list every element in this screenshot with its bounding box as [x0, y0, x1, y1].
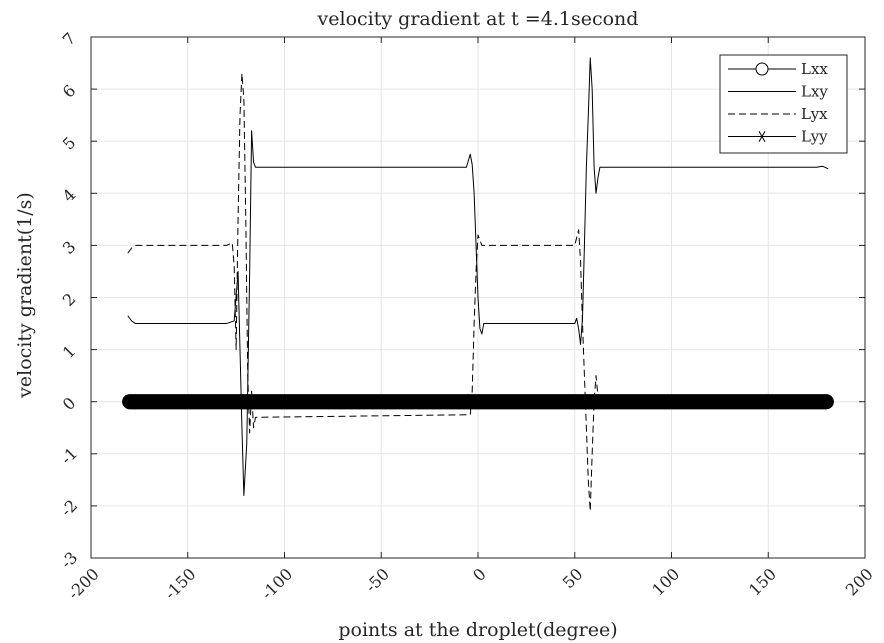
x-tick-label: -150 — [161, 564, 200, 603]
x-tick-label: -50 — [361, 564, 393, 596]
y-tick-label: 1 — [59, 341, 80, 362]
legend-marker-star — [756, 131, 768, 142]
legend-box — [719, 54, 848, 154]
legend-label-lxx: Lxx — [801, 60, 828, 78]
legend-label-lyy: Lyy — [801, 128, 828, 146]
legend: Lxx Lxy Lyx Lyy — [719, 54, 848, 154]
legend-label-lxy: Lxy — [801, 83, 828, 101]
series-layer — [122, 57, 834, 512]
x-tick-label: 200 — [842, 564, 877, 599]
series-lxy-line — [127, 57, 829, 496]
chart-title: velocity gradient at t =4.1second — [317, 8, 639, 30]
y-tick-label: 0 — [59, 393, 80, 414]
y-tick-label: -2 — [57, 496, 81, 520]
y-tick-label: 4 — [59, 185, 80, 206]
y-tick-label: 5 — [59, 133, 80, 154]
series-lyx-line — [127, 72, 599, 512]
legend-label-lyx: Lyx — [801, 105, 828, 123]
y-tick-label: -1 — [57, 444, 81, 468]
y-tick-label: 2 — [59, 289, 80, 310]
x-tick-label: 150 — [745, 564, 780, 599]
x-tick-label: 50 — [559, 564, 587, 592]
x-tick-label: -100 — [257, 564, 296, 603]
y-tick-label: 6 — [59, 81, 80, 102]
legend-marker-circle — [755, 62, 769, 76]
x-tick-label: 100 — [648, 564, 683, 599]
y-tick-label: -3 — [57, 548, 81, 572]
x-tick-label: 0 — [469, 564, 490, 585]
x-axis-label: points at the droplet(degree) — [338, 619, 617, 641]
y-axis-label: velocity gradient(1/s) — [14, 192, 36, 399]
y-tick-label: 3 — [59, 237, 80, 258]
y-tick-label: 7 — [59, 29, 80, 50]
